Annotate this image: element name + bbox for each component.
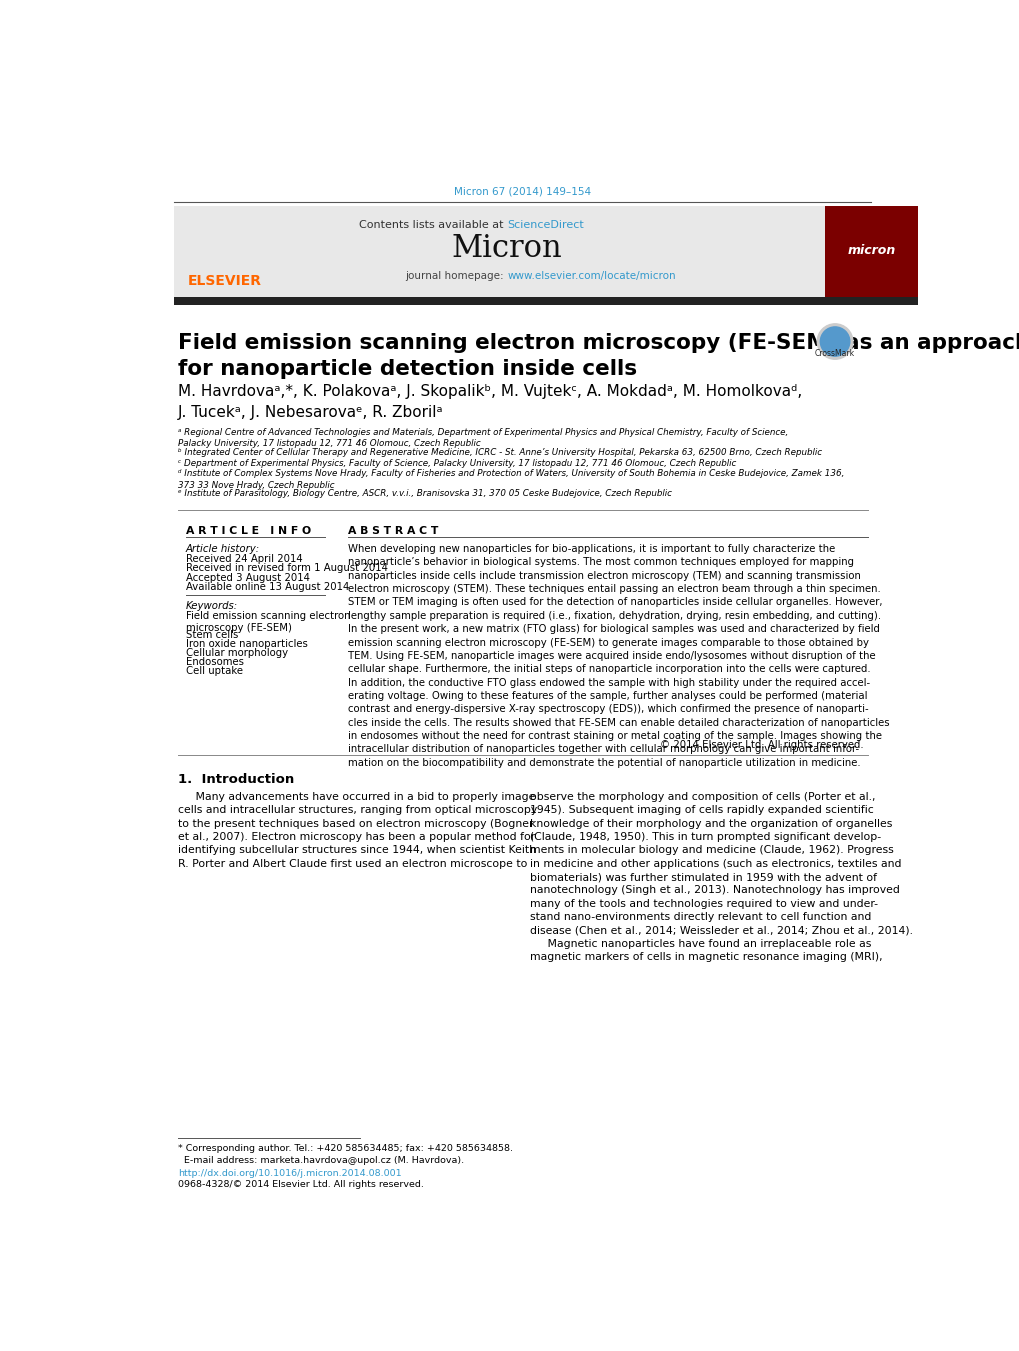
Text: Stem cells: Stem cells bbox=[185, 630, 237, 639]
Text: ᵉ Institute of Parasitology, Biology Centre, ASCR, v.v.i., Branisovska 31, 370 0: ᵉ Institute of Parasitology, Biology Cen… bbox=[177, 489, 672, 499]
Text: When developing new nanoparticles for bio-applications, it is important to fully: When developing new nanoparticles for bi… bbox=[348, 544, 890, 767]
FancyBboxPatch shape bbox=[174, 205, 274, 297]
Text: ᵃ Regional Centre of Advanced Technologies and Materials, Department of Experime: ᵃ Regional Centre of Advanced Technologi… bbox=[177, 428, 788, 449]
Circle shape bbox=[816, 324, 852, 359]
Text: M. Havrdovaᵃ,*, K. Polakovaᵃ, J. Skopalikᵇ, M. Vujtekᶜ, A. Mokdadᵃ, M. Homolkova: M. Havrdovaᵃ,*, K. Polakovaᵃ, J. Skopali… bbox=[177, 384, 801, 420]
Text: www.elsevier.com/locate/micron: www.elsevier.com/locate/micron bbox=[506, 272, 676, 281]
Text: ScienceDirect: ScienceDirect bbox=[506, 220, 584, 230]
Text: A R T I C L E   I N F O: A R T I C L E I N F O bbox=[185, 526, 311, 535]
Text: Micron: Micron bbox=[451, 232, 562, 263]
Text: ᵇ Integrated Center of Cellular Therapy and Regenerative Medicine, ICRC - St. An: ᵇ Integrated Center of Cellular Therapy … bbox=[177, 447, 821, 457]
Text: Available online 13 August 2014: Available online 13 August 2014 bbox=[185, 582, 348, 592]
Text: Contents lists available at: Contents lists available at bbox=[359, 220, 506, 230]
Text: Many advancements have occurred in a bid to properly image
cells and intracellul: Many advancements have occurred in a bid… bbox=[177, 792, 537, 869]
Text: * Corresponding author. Tel.: +420 585634485; fax: +420 585634858.
  E-mail addr: * Corresponding author. Tel.: +420 58563… bbox=[177, 1144, 513, 1165]
Text: 1.  Introduction: 1. Introduction bbox=[177, 773, 293, 786]
FancyBboxPatch shape bbox=[824, 205, 917, 297]
Text: micron: micron bbox=[847, 245, 895, 257]
FancyBboxPatch shape bbox=[174, 205, 824, 297]
Text: observe the morphology and composition of cells (Porter et al.,
1945). Subsequen: observe the morphology and composition o… bbox=[530, 792, 913, 962]
Text: Keywords:: Keywords: bbox=[185, 601, 237, 611]
Text: A B S T R A C T: A B S T R A C T bbox=[348, 526, 438, 535]
Text: Field emission scanning electron
microscopy (FE-SEM): Field emission scanning electron microsc… bbox=[185, 611, 350, 634]
Text: Iron oxide nanoparticles: Iron oxide nanoparticles bbox=[185, 639, 307, 648]
Circle shape bbox=[819, 327, 849, 357]
Text: ᶜ Department of Experimental Physics, Faculty of Science, Palacky University, 17: ᶜ Department of Experimental Physics, Fa… bbox=[177, 458, 736, 467]
Text: CrossMark: CrossMark bbox=[814, 349, 854, 358]
FancyBboxPatch shape bbox=[174, 297, 917, 305]
Text: Cellular morphology: Cellular morphology bbox=[185, 648, 287, 658]
Text: ᵈ Institute of Complex Systems Nove Hrady, Faculty of Fisheries and Protection o: ᵈ Institute of Complex Systems Nove Hrad… bbox=[177, 469, 844, 490]
Text: http://dx.doi.org/10.1016/j.micron.2014.08.001: http://dx.doi.org/10.1016/j.micron.2014.… bbox=[177, 1169, 401, 1178]
Text: 0968-4328/© 2014 Elsevier Ltd. All rights reserved.: 0968-4328/© 2014 Elsevier Ltd. All right… bbox=[177, 1179, 423, 1189]
Text: Cell uptake: Cell uptake bbox=[185, 666, 243, 677]
Text: Accepted 3 August 2014: Accepted 3 August 2014 bbox=[185, 573, 310, 582]
Text: Endosomes: Endosomes bbox=[185, 657, 244, 667]
Text: Micron 67 (2014) 149–154: Micron 67 (2014) 149–154 bbox=[453, 186, 591, 196]
Text: Received in revised form 1 August 2014: Received in revised form 1 August 2014 bbox=[185, 563, 387, 573]
Text: © 2014 Elsevier Ltd. All rights reserved.: © 2014 Elsevier Ltd. All rights reserved… bbox=[659, 739, 863, 750]
Text: Article history:: Article history: bbox=[185, 544, 260, 554]
Text: ELSEVIER: ELSEVIER bbox=[187, 274, 261, 289]
Text: journal homepage:: journal homepage: bbox=[405, 272, 506, 281]
Text: Field emission scanning electron microscopy (FE-SEM) as an approach
for nanopart: Field emission scanning electron microsc… bbox=[177, 334, 1019, 378]
Text: Received 24 April 2014: Received 24 April 2014 bbox=[185, 554, 302, 565]
